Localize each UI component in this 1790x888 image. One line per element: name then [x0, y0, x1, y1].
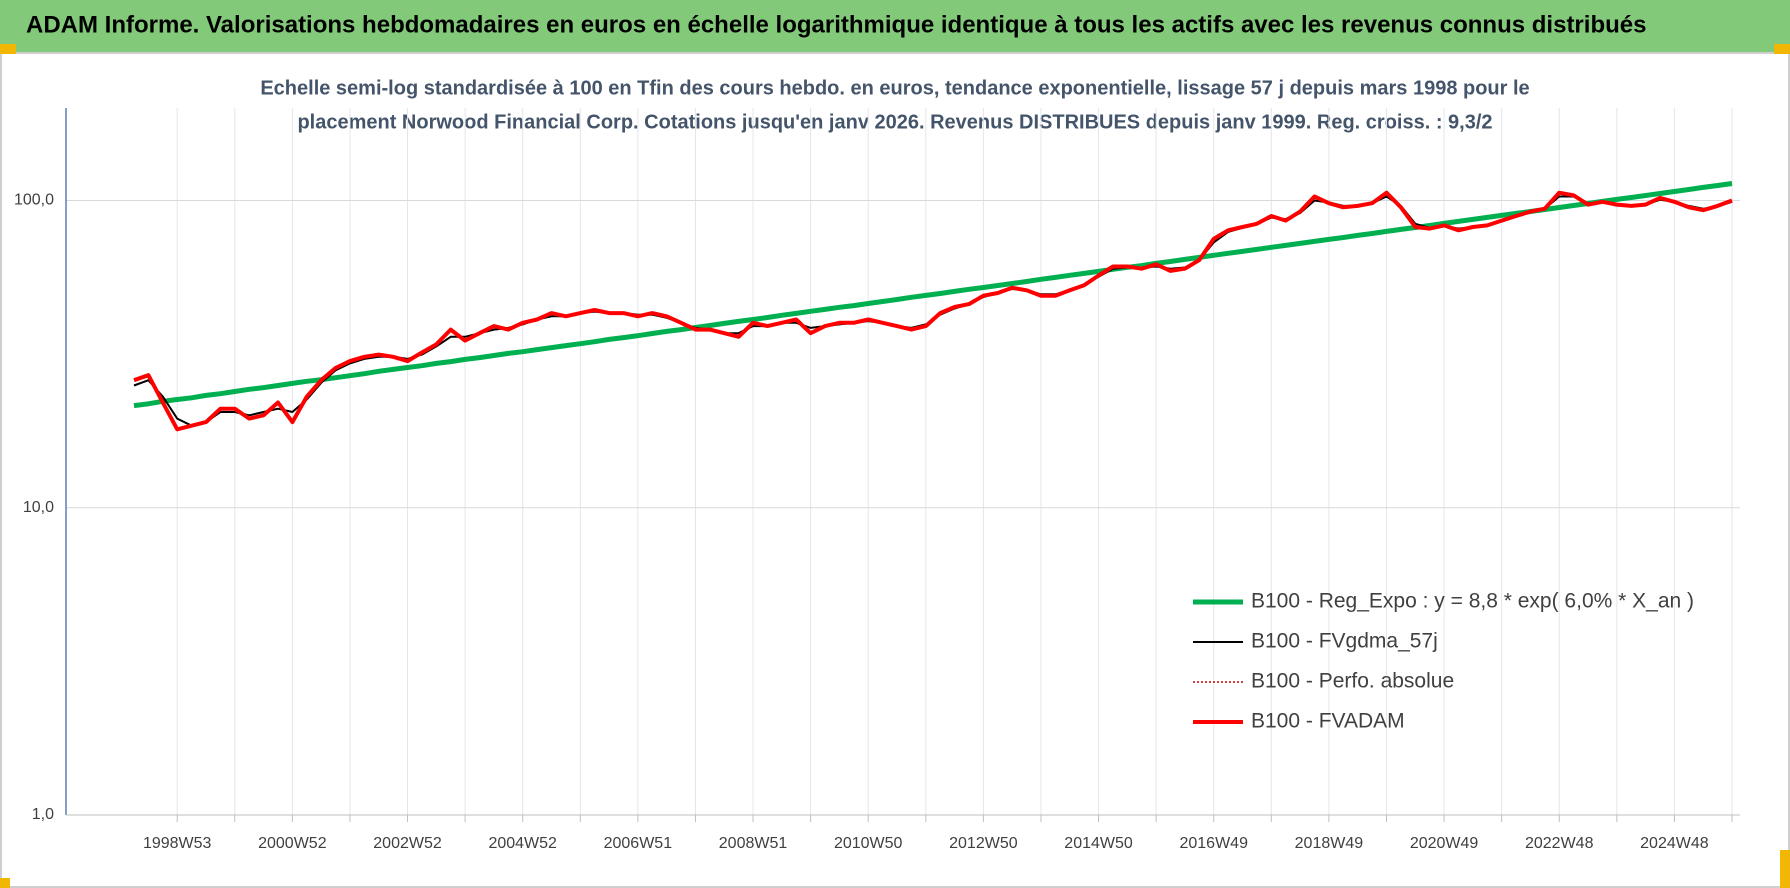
legend-label: B100 - FVgdma_57j [1251, 630, 1438, 653]
corner [1780, 850, 1790, 888]
x-tick-label: 1998W53 [143, 835, 212, 852]
chart-subtitle: Echelle semi-log standardisée à 100 en T… [260, 77, 1529, 99]
x-tick-label: 2016W49 [1179, 835, 1248, 852]
x-tick-label: 2022W48 [1525, 835, 1594, 852]
x-tick-label: 2012W50 [949, 835, 1018, 852]
x-tick-label: 2002W52 [373, 835, 442, 852]
corner [0, 878, 10, 888]
chart-subtitle: placement Norwood Financial Corp. Cotati… [297, 111, 1492, 133]
x-tick-label: 2024W48 [1640, 835, 1709, 852]
x-tick-label: 2018W49 [1295, 835, 1364, 852]
x-tick-label: 2008W51 [719, 835, 788, 852]
chart-title: ADAM Informe. Valorisations hebdomadaire… [26, 11, 1646, 38]
y-tick-label: 1,0 [32, 806, 54, 823]
y-tick-label: 100,0 [14, 192, 54, 209]
x-tick-label: 2020W49 [1410, 835, 1479, 852]
legend-label: B100 - FVADAM [1251, 710, 1405, 733]
x-tick-label: 2006W51 [604, 835, 673, 852]
x-tick-label: 2000W52 [258, 835, 327, 852]
corner [1774, 44, 1790, 54]
x-tick-label: 2004W52 [488, 835, 557, 852]
corner [0, 44, 16, 54]
line-series [133, 181, 1733, 409]
legend-label: B100 - Reg_Expo : y = 8,8 * exp( 6,0% * … [1251, 590, 1694, 613]
x-tick-label: 2010W50 [834, 835, 903, 852]
x-tick-label: 2014W50 [1064, 835, 1133, 852]
y-tick-label: 10,0 [23, 499, 54, 516]
header-bar [0, 0, 1790, 52]
legend-label: B100 - Perfo. absolue [1251, 670, 1454, 693]
line-series [133, 190, 1733, 432]
chart-frame [0, 52, 1790, 888]
